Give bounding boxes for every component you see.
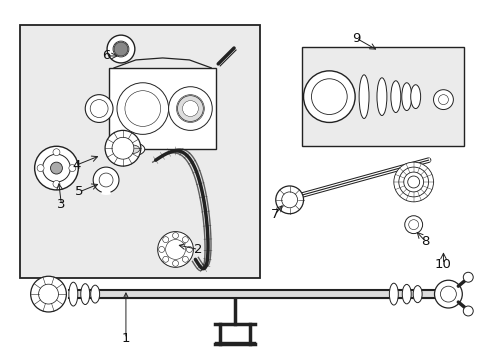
Circle shape: [117, 83, 168, 134]
Circle shape: [462, 272, 472, 282]
Circle shape: [163, 237, 168, 243]
Text: 7: 7: [270, 208, 279, 221]
Circle shape: [182, 100, 198, 117]
Circle shape: [69, 165, 76, 172]
Circle shape: [99, 173, 113, 187]
Circle shape: [404, 216, 422, 234]
Text: 1: 1: [122, 332, 130, 345]
Text: 8: 8: [421, 235, 429, 248]
Circle shape: [177, 96, 203, 121]
Circle shape: [113, 41, 129, 57]
Text: 2: 2: [194, 243, 202, 256]
Ellipse shape: [358, 75, 368, 118]
Circle shape: [281, 192, 297, 208]
Ellipse shape: [402, 284, 410, 304]
Text: 4: 4: [72, 159, 81, 172]
Circle shape: [407, 176, 419, 188]
Ellipse shape: [388, 283, 398, 305]
Circle shape: [35, 146, 78, 190]
Circle shape: [408, 220, 418, 230]
Circle shape: [403, 172, 423, 192]
Circle shape: [182, 256, 188, 262]
Circle shape: [158, 247, 164, 252]
Bar: [109, 68, 216, 149]
Circle shape: [85, 95, 113, 122]
Circle shape: [398, 167, 427, 197]
Circle shape: [433, 90, 452, 109]
Circle shape: [165, 239, 185, 260]
Ellipse shape: [410, 85, 420, 109]
Circle shape: [311, 79, 346, 114]
Ellipse shape: [376, 78, 386, 116]
Circle shape: [90, 100, 108, 117]
Circle shape: [39, 284, 59, 304]
Text: 6: 6: [102, 49, 110, 63]
Circle shape: [124, 91, 161, 126]
Text: 9: 9: [351, 32, 360, 45]
Circle shape: [105, 130, 141, 166]
Circle shape: [31, 276, 66, 312]
Ellipse shape: [390, 81, 400, 113]
Circle shape: [393, 162, 433, 202]
Circle shape: [42, 154, 70, 182]
Circle shape: [50, 162, 62, 174]
Ellipse shape: [90, 285, 100, 303]
Circle shape: [107, 35, 135, 63]
Circle shape: [275, 186, 303, 214]
Circle shape: [182, 237, 188, 243]
Text: 10: 10: [434, 258, 451, 271]
Circle shape: [172, 260, 178, 266]
Ellipse shape: [69, 282, 78, 306]
Ellipse shape: [117, 142, 144, 156]
Ellipse shape: [122, 145, 140, 154]
Circle shape: [53, 180, 60, 188]
Circle shape: [112, 137, 134, 159]
Text: 5: 5: [75, 185, 83, 198]
Circle shape: [163, 256, 168, 262]
Bar: [301, 47, 463, 146]
Circle shape: [462, 306, 472, 316]
Circle shape: [176, 95, 204, 122]
Circle shape: [53, 149, 60, 156]
Circle shape: [434, 280, 461, 308]
Circle shape: [186, 247, 192, 252]
Text: 3: 3: [57, 198, 65, 211]
Circle shape: [157, 231, 193, 267]
Bar: [20, 25, 259, 278]
Ellipse shape: [412, 285, 421, 303]
Circle shape: [438, 95, 447, 105]
Ellipse shape: [81, 284, 89, 305]
Ellipse shape: [401, 83, 411, 111]
Circle shape: [440, 286, 455, 302]
Circle shape: [93, 167, 119, 193]
Circle shape: [172, 233, 178, 239]
Circle shape: [168, 87, 212, 130]
Circle shape: [303, 71, 354, 122]
Circle shape: [37, 165, 44, 172]
Circle shape: [114, 42, 128, 56]
